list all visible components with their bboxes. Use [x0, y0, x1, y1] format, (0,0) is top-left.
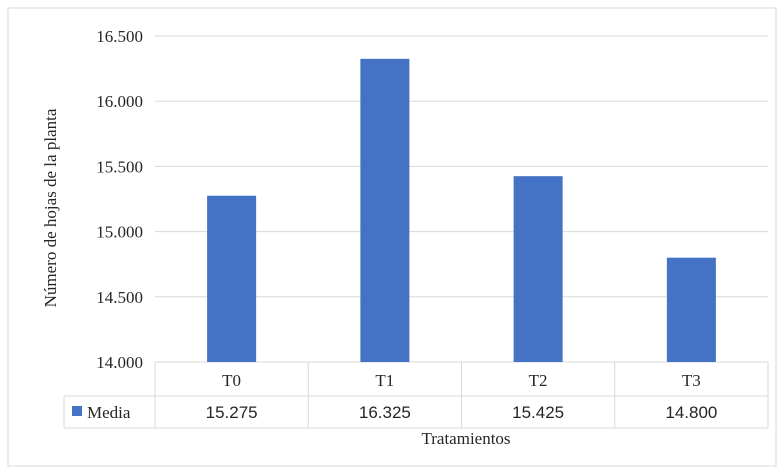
y-tick-label: 15.500: [96, 157, 143, 176]
data-table: T0 T1 T2 T3 Media 15.275 16.325 15.425 14.800: [63, 362, 769, 429]
y-tick-label: 14.500: [96, 288, 143, 307]
gridlines: [155, 35, 768, 363]
y-tick-label: 15.000: [96, 223, 143, 242]
category-label: T1: [375, 371, 394, 390]
category-label: T3: [682, 371, 701, 390]
legend-label: Media: [87, 403, 131, 422]
y-tick-label: 14.000: [96, 353, 143, 372]
x-axis-label: Tratamientos: [421, 429, 510, 448]
category-label: T2: [529, 371, 548, 390]
y-tick-label: 16.500: [96, 27, 143, 46]
y-axis-ticks: 14.000 14.500 15.000 15.500 16.000 16.500: [96, 27, 143, 372]
table-value: 14.800: [665, 403, 717, 422]
bar: [666, 257, 716, 362]
table-value: 16.325: [359, 403, 411, 422]
table-value: 15.425: [512, 403, 564, 422]
table-value: 15.275: [206, 403, 258, 422]
bar: [513, 176, 563, 362]
bar: [207, 195, 257, 362]
bars: [207, 58, 716, 362]
y-tick-label: 16.000: [96, 92, 143, 111]
y-axis-label: Número de hojas de la planta: [41, 108, 60, 307]
bar: [360, 58, 410, 362]
category-label: T0: [222, 371, 241, 390]
legend-swatch: [72, 406, 82, 416]
